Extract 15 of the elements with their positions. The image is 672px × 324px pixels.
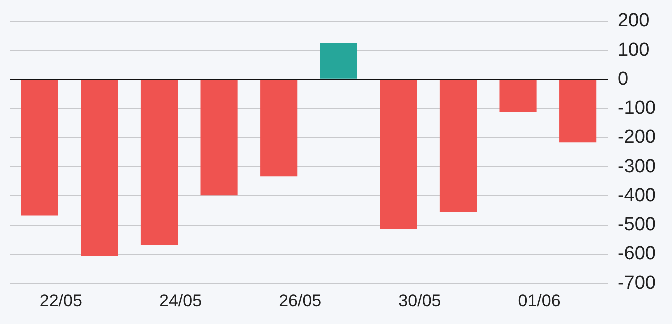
x-tick-label: 22/05 <box>40 291 82 310</box>
y-tick-label: -100 <box>618 98 656 120</box>
x-tick-label: 26/05 <box>279 291 322 310</box>
y-tick-label: -700 <box>618 272 656 294</box>
y-tick-label: -600 <box>618 244 656 265</box>
y-tick-label: 0 <box>618 68 629 90</box>
x-tick-label: 24/05 <box>159 291 202 310</box>
y-tick-label: -300 <box>618 156 656 178</box>
y-tick-label: -200 <box>618 127 656 148</box>
y-tick-label: 100 <box>618 40 650 61</box>
x-tick-label: 01/06 <box>518 291 561 310</box>
x-tick-label: 30/05 <box>398 291 442 310</box>
y-tick-label: -400 <box>618 185 656 206</box>
y-tick-label: 200 <box>618 10 650 32</box>
y-tick-label: -500 <box>618 214 656 236</box>
